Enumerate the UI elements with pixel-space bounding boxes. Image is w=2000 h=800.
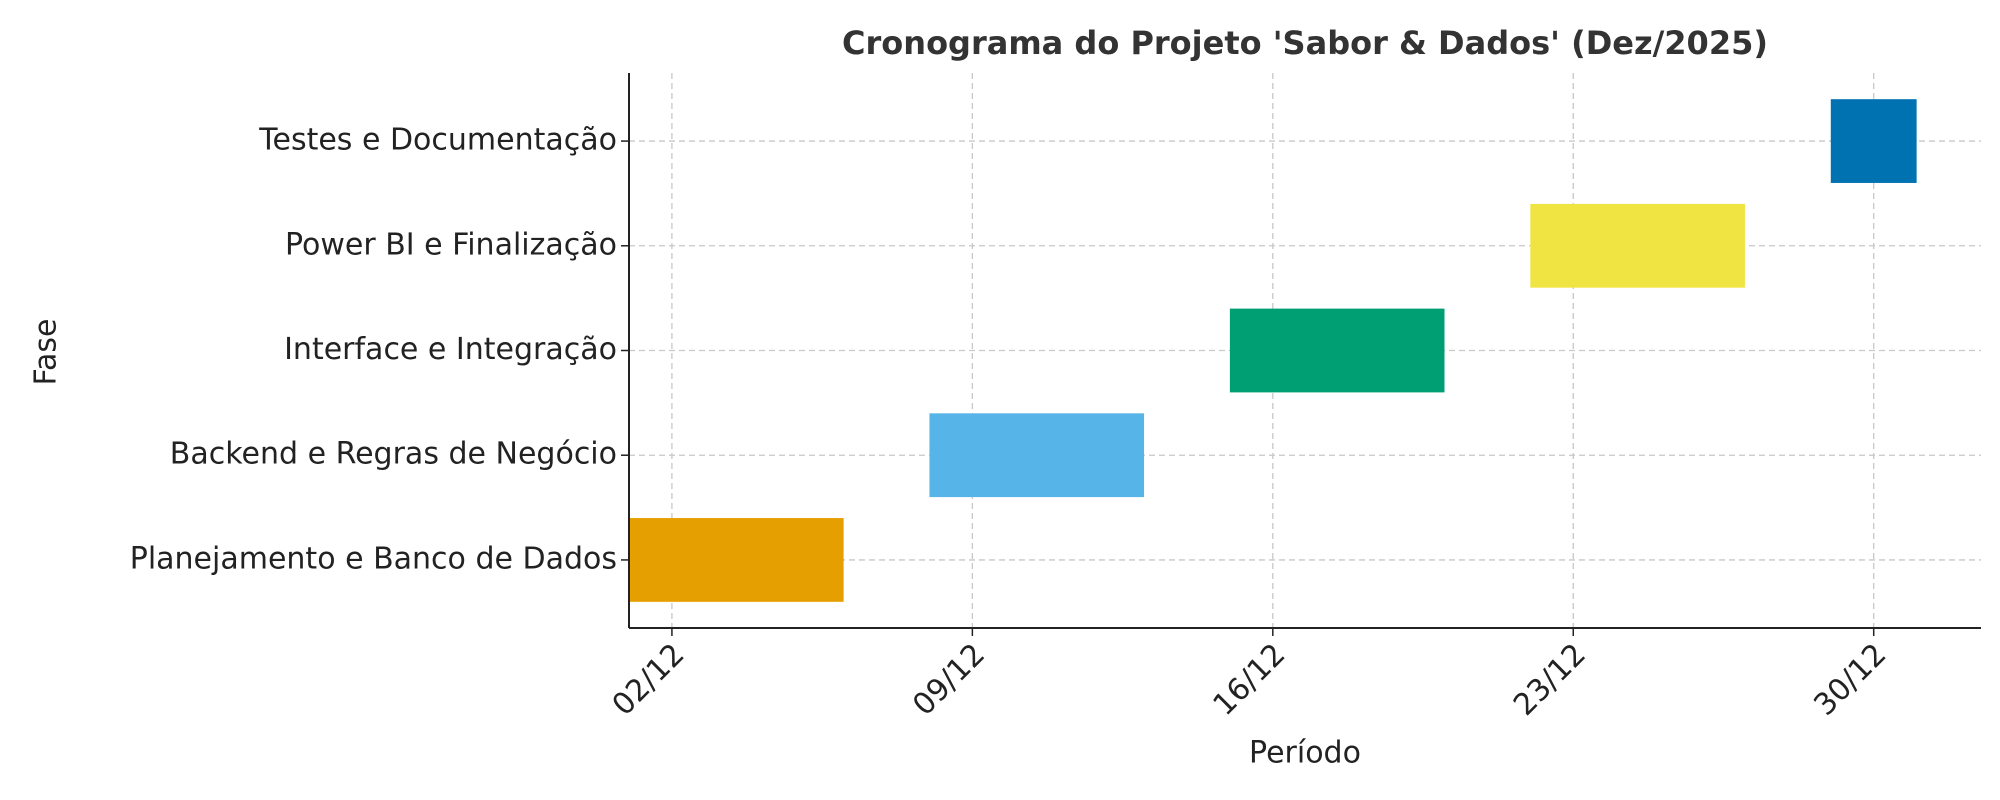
x-tick-label: 23/12 (1507, 637, 1593, 723)
y-tick-label: Backend e Regras de Negócio (170, 437, 617, 472)
bar (629, 518, 844, 602)
chart-title: Cronograma do Projeto 'Sabor & Dados' (D… (842, 24, 1768, 62)
x-tick-label: 09/12 (906, 637, 992, 723)
x-tick-label: 02/12 (606, 637, 692, 723)
x-tick-label: 30/12 (1807, 637, 1893, 723)
y-tick-label: Testes e Documentação (258, 123, 617, 158)
y-axis-label: Fase (29, 319, 64, 386)
y-tick-label: Power BI e Finalização (285, 227, 617, 262)
bar (1530, 203, 1745, 288)
x-tick-label: 16/12 (1207, 637, 1293, 723)
bar (1229, 308, 1445, 393)
x-axis-label: Período (1249, 736, 1361, 771)
y-tick-label: Interface e Integração (284, 332, 617, 367)
bar (1830, 99, 1917, 183)
bar (929, 413, 1145, 498)
y-tick-label: Planejamento e Banco de Dados (130, 541, 617, 576)
